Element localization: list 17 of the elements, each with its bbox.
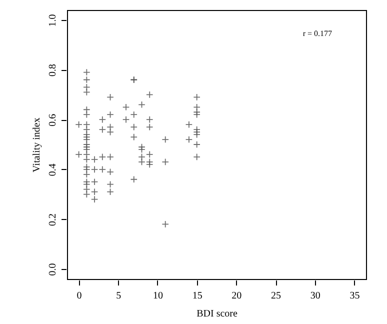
y-tick-label: 0.2 xyxy=(48,213,58,226)
annotation: r = 0.177 xyxy=(302,29,332,38)
x-tick-label: 5 xyxy=(116,290,122,302)
y-tick-label: 0.0 xyxy=(48,263,58,276)
y-axis-title: Vitality index xyxy=(32,118,42,172)
x-tick-label: 20 xyxy=(232,290,242,302)
x-tick-label: 35 xyxy=(350,290,360,302)
y-tick-label: 0.6 xyxy=(48,114,58,126)
y-tick-label: 0.4 xyxy=(48,164,58,176)
x-tick-label: 10 xyxy=(152,290,163,302)
y-tick-label: 1.0 xyxy=(48,14,58,27)
x-axis-title: BDI score xyxy=(196,308,238,320)
x-tick-label: 25 xyxy=(271,290,282,302)
x-tick-label: 30 xyxy=(310,290,320,302)
x-tick-label: 15 xyxy=(192,290,202,302)
y-tick-label: 0.8 xyxy=(48,64,58,77)
x-tick-label: 0 xyxy=(76,290,82,302)
